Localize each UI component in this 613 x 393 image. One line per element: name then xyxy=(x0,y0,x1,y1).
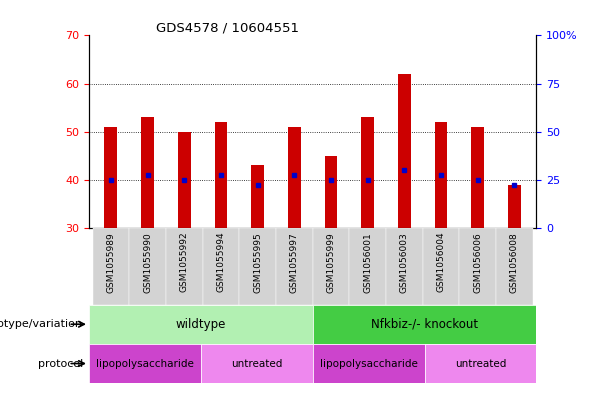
Text: lipopolysaccharide: lipopolysaccharide xyxy=(96,358,194,369)
Text: untreated: untreated xyxy=(455,358,506,369)
Text: GSM1056004: GSM1056004 xyxy=(436,232,446,292)
Bar xyxy=(89,344,201,383)
Text: GSM1056001: GSM1056001 xyxy=(363,232,372,292)
Bar xyxy=(313,228,349,305)
Bar xyxy=(508,185,521,228)
Bar xyxy=(251,165,264,228)
Text: genotype/variation: genotype/variation xyxy=(0,319,83,329)
Bar xyxy=(459,228,496,305)
Text: GSM1055992: GSM1055992 xyxy=(180,232,189,292)
Text: untreated: untreated xyxy=(231,358,283,369)
Bar xyxy=(361,117,374,228)
Bar xyxy=(141,117,154,228)
Bar xyxy=(313,344,424,383)
Bar xyxy=(276,228,313,305)
Bar xyxy=(386,228,423,305)
Bar xyxy=(349,228,386,305)
Bar xyxy=(89,305,313,344)
Bar xyxy=(288,127,301,228)
Text: GDS4578 / 10604551: GDS4578 / 10604551 xyxy=(156,21,299,34)
Bar xyxy=(324,156,337,228)
Text: protocol: protocol xyxy=(37,358,83,369)
Bar xyxy=(201,344,313,383)
Text: GSM1056008: GSM1056008 xyxy=(510,232,519,292)
Bar xyxy=(398,74,411,228)
Text: GSM1055994: GSM1055994 xyxy=(216,232,226,292)
Bar xyxy=(239,228,276,305)
Text: wildtype: wildtype xyxy=(175,318,226,331)
Bar xyxy=(313,305,536,344)
Bar xyxy=(496,228,533,305)
Bar xyxy=(471,127,484,228)
Text: GSM1055990: GSM1055990 xyxy=(143,232,152,292)
Bar xyxy=(166,228,202,305)
Text: lipopolysaccharide: lipopolysaccharide xyxy=(319,358,417,369)
Text: GSM1056003: GSM1056003 xyxy=(400,232,409,292)
Bar xyxy=(215,122,227,228)
Bar xyxy=(435,122,447,228)
Bar xyxy=(129,228,166,305)
Text: GSM1055989: GSM1055989 xyxy=(107,232,115,292)
Text: GSM1056006: GSM1056006 xyxy=(473,232,482,292)
Bar xyxy=(423,228,459,305)
Bar xyxy=(202,228,239,305)
Bar xyxy=(93,228,129,305)
Text: GSM1055995: GSM1055995 xyxy=(253,232,262,292)
Bar xyxy=(104,127,117,228)
Bar xyxy=(178,132,191,228)
Text: GSM1055999: GSM1055999 xyxy=(327,232,335,292)
Text: GSM1055997: GSM1055997 xyxy=(290,232,299,292)
Bar xyxy=(424,344,536,383)
Text: Nfkbiz-/- knockout: Nfkbiz-/- knockout xyxy=(371,318,478,331)
